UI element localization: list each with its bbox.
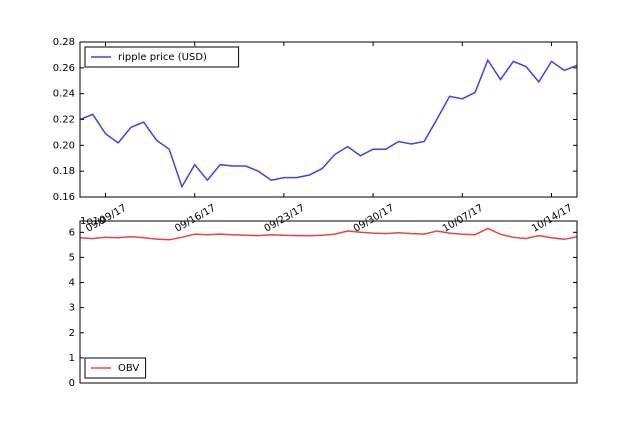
y-tick-label: 0.16: [53, 192, 75, 203]
y-tick-label: 0.18: [53, 166, 75, 177]
y-tick-label: 6: [69, 227, 75, 238]
legend: OBV: [84, 357, 147, 379]
y-tick-label: 0.20: [53, 140, 75, 151]
line: [79, 227, 578, 241]
y-tick-label: 5: [69, 252, 75, 263]
legend-box: [84, 46, 240, 68]
y-tick-label: 0.26: [53, 63, 75, 74]
y-tick-label: 0: [69, 378, 75, 389]
x-tick-label: 10/14/17: [530, 203, 574, 235]
legend: ripple price (USD): [84, 46, 240, 68]
x-tick-label: 09/16/17: [173, 203, 217, 235]
y-tick-label: 0.24: [53, 89, 75, 100]
y-tick-label: 0.28: [53, 37, 75, 48]
y-tick-label: 3: [69, 303, 75, 314]
x-tick-label: 09/30/17: [352, 203, 396, 235]
x-tick-label: 10/07/17: [441, 203, 485, 235]
axes-frame: [79, 41, 578, 198]
legend-box: [84, 357, 147, 379]
legend-label: OBV: [118, 363, 139, 374]
legend-label: ripple price (USD): [118, 52, 207, 63]
x-tick-label: 09/23/17: [262, 203, 306, 235]
y-tick-label: 0.22: [53, 115, 75, 126]
y-tick-label: 2: [69, 328, 75, 339]
line: [79, 58, 578, 189]
y-tick-label: 4: [69, 278, 75, 289]
axes-frame: [79, 220, 578, 384]
y-tick-label: 1: [69, 353, 75, 364]
